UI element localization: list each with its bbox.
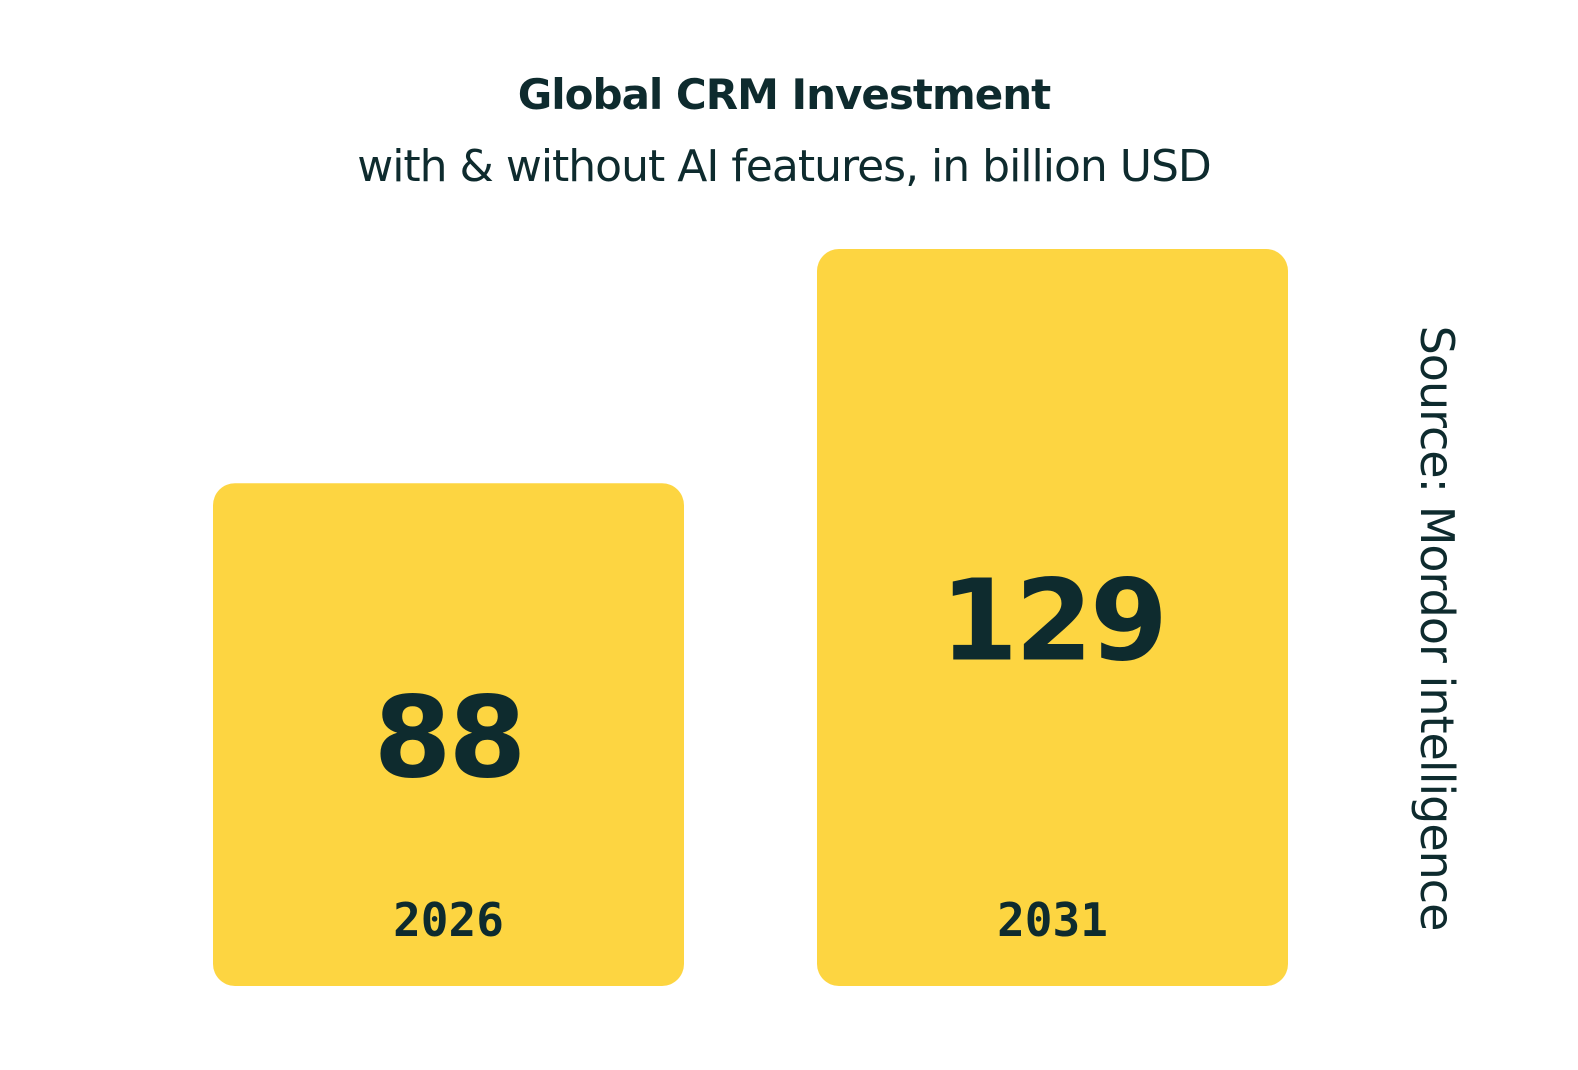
value-label-2026: 88: [374, 674, 524, 804]
bar-2026: [213, 483, 684, 986]
bar-2031: [817, 249, 1288, 986]
value-label-2031: 129: [940, 557, 1165, 687]
category-label-2026: 2026: [393, 893, 504, 947]
page-subtitle: with & without AI features, in billion U…: [357, 141, 1212, 192]
source-note: Source: Mordor intelligence: [1410, 325, 1464, 931]
category-label-2031: 2031: [997, 893, 1108, 947]
page-title: Global CRM Investment: [517, 70, 1051, 119]
